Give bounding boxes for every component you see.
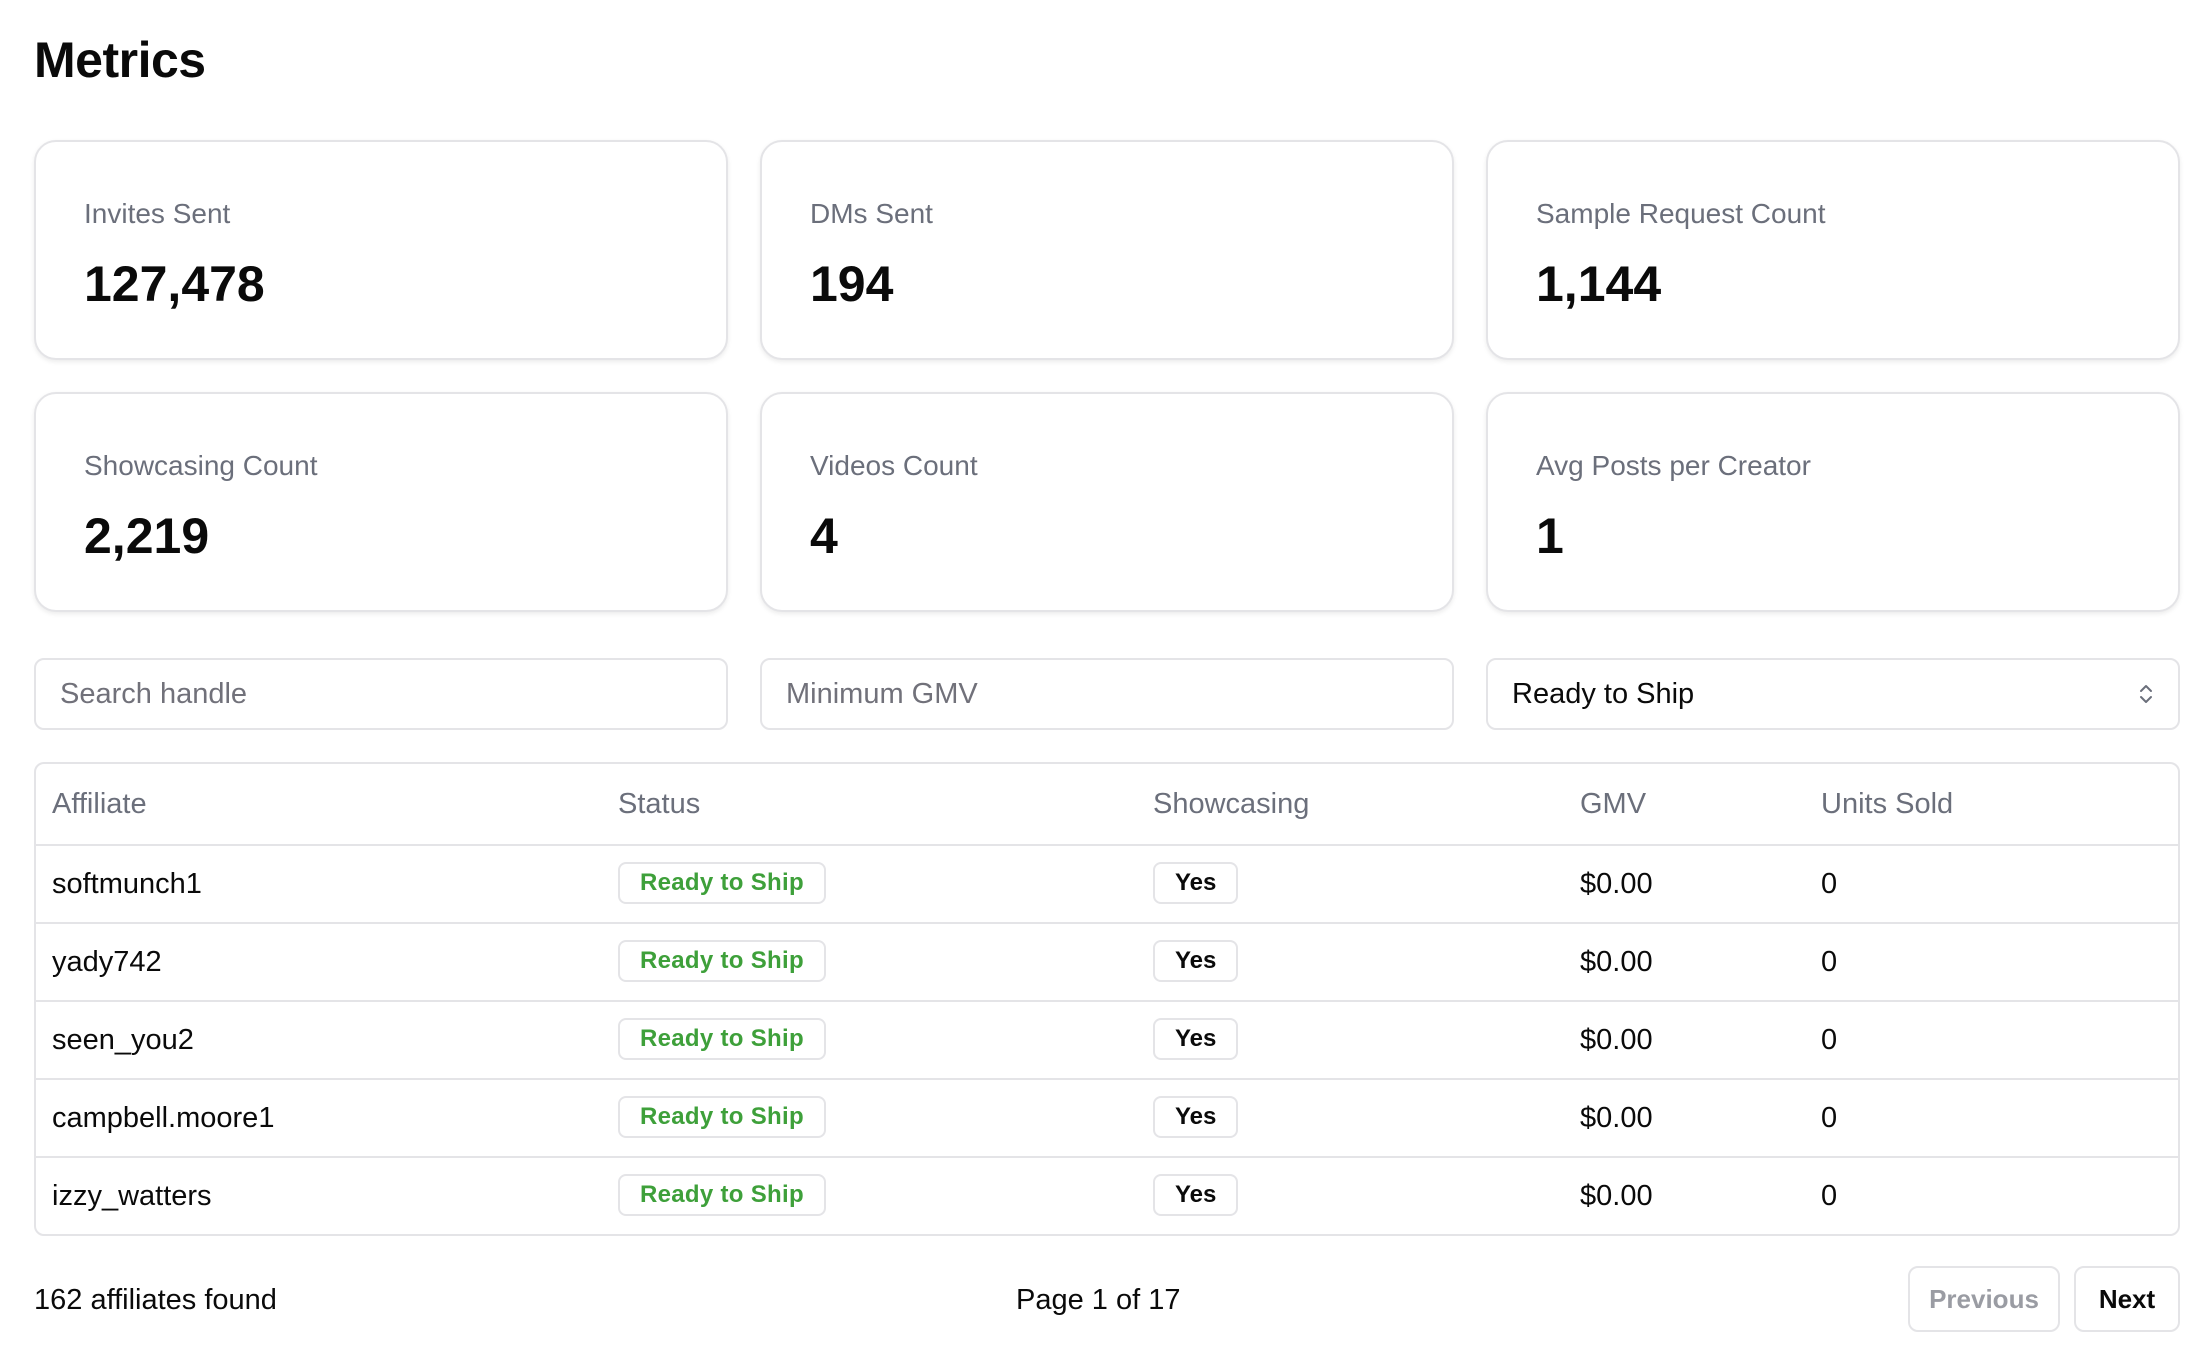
showcasing-badge: Yes [1153, 1018, 1239, 1060]
metric-label: Showcasing Count [84, 450, 318, 481]
metric-card-avg-posts-per-creator: Avg Posts per Creator 1 [1486, 392, 2180, 612]
gmv-cell: $0.00 [1580, 1102, 1653, 1134]
table-row[interactable]: seen_you2 Ready to Ship Yes $0.00 0 [36, 1002, 2178, 1080]
status-select[interactable]: Ready to Ship [1486, 658, 2180, 730]
column-header-showcasing[interactable]: Showcasing [1153, 788, 1310, 820]
metric-value: 4 [810, 508, 838, 564]
showcasing-badge: Yes [1153, 862, 1239, 904]
table-row[interactable]: campbell.moore1 Ready to Ship Yes $0.00 … [36, 1080, 2178, 1158]
gmv-cell: $0.00 [1580, 868, 1653, 900]
status-badge: Ready to Ship [618, 862, 826, 904]
search-handle-field [34, 658, 728, 730]
affiliate-cell: softmunch1 [52, 868, 202, 900]
status-badge: Ready to Ship [618, 940, 826, 982]
units-sold-cell: 0 [1821, 946, 1838, 978]
metric-value: 127,478 [84, 256, 265, 312]
metric-value: 1,144 [1536, 256, 1662, 312]
metric-card-invites-sent: Invites Sent 127,478 [34, 140, 728, 360]
minimum-gmv-field [760, 658, 1454, 730]
metric-label: DMs Sent [810, 198, 933, 229]
affiliate-cell: seen_you2 [52, 1024, 194, 1056]
column-header-affiliate[interactable]: Affiliate [52, 788, 147, 820]
previous-page-button[interactable]: Previous [1908, 1266, 2060, 1332]
results-count: 162 affiliates found [34, 1284, 277, 1316]
minimum-gmv-input[interactable] [762, 660, 1452, 728]
metric-label: Sample Request Count [1536, 198, 1826, 229]
gmv-cell: $0.00 [1580, 1180, 1653, 1212]
metric-label: Avg Posts per Creator [1536, 450, 1811, 481]
metric-card-showcasing-count: Showcasing Count 2,219 [34, 392, 728, 612]
gmv-cell: $0.00 [1580, 946, 1653, 978]
metric-value: 1 [1536, 508, 1564, 564]
affiliate-cell: izzy_watters [52, 1180, 212, 1212]
page-title: Metrics [34, 32, 206, 88]
metric-card-videos-count: Videos Count 4 [760, 392, 1454, 612]
table-header-row: Affiliate Status Showcasing GMV Units So… [36, 764, 2178, 846]
units-sold-cell: 0 [1821, 1024, 1838, 1056]
affiliates-table: Affiliate Status Showcasing GMV Units So… [34, 762, 2180, 1236]
showcasing-badge: Yes [1153, 1174, 1239, 1216]
gmv-cell: $0.00 [1580, 1024, 1653, 1056]
metric-card-sample-request-count: Sample Request Count 1,144 [1486, 140, 2180, 360]
metric-label: Videos Count [810, 450, 978, 481]
showcasing-badge: Yes [1153, 1096, 1239, 1138]
showcasing-badge: Yes [1153, 940, 1239, 982]
table-row[interactable]: izzy_watters Ready to Ship Yes $0.00 0 [36, 1158, 2178, 1234]
units-sold-cell: 0 [1821, 1180, 1838, 1212]
metric-value: 194 [810, 256, 894, 312]
metric-label: Invites Sent [84, 198, 231, 229]
column-header-status[interactable]: Status [618, 788, 701, 820]
affiliate-cell: yady742 [52, 946, 162, 978]
units-sold-cell: 0 [1821, 868, 1838, 900]
metric-value: 2,219 [84, 508, 210, 564]
status-badge: Ready to Ship [618, 1096, 826, 1138]
next-page-button[interactable]: Next [2074, 1266, 2180, 1332]
status-badge: Ready to Ship [618, 1018, 826, 1060]
table-row[interactable]: yady742 Ready to Ship Yes $0.00 0 [36, 924, 2178, 1002]
units-sold-cell: 0 [1821, 1102, 1838, 1134]
status-select-value: Ready to Ship [1512, 678, 1695, 710]
chevron-up-down-icon [2140, 685, 2152, 703]
table-row[interactable]: softmunch1 Ready to Ship Yes $0.00 0 [36, 846, 2178, 924]
metric-card-dms-sent: DMs Sent 194 [760, 140, 1454, 360]
affiliate-cell: campbell.moore1 [52, 1102, 275, 1134]
column-header-units-sold[interactable]: Units Sold [1821, 788, 1954, 820]
column-header-gmv[interactable]: GMV [1580, 788, 1647, 820]
search-input[interactable] [36, 660, 726, 728]
status-badge: Ready to Ship [618, 1174, 826, 1216]
page-indicator: Page 1 of 17 [1016, 1284, 1181, 1316]
